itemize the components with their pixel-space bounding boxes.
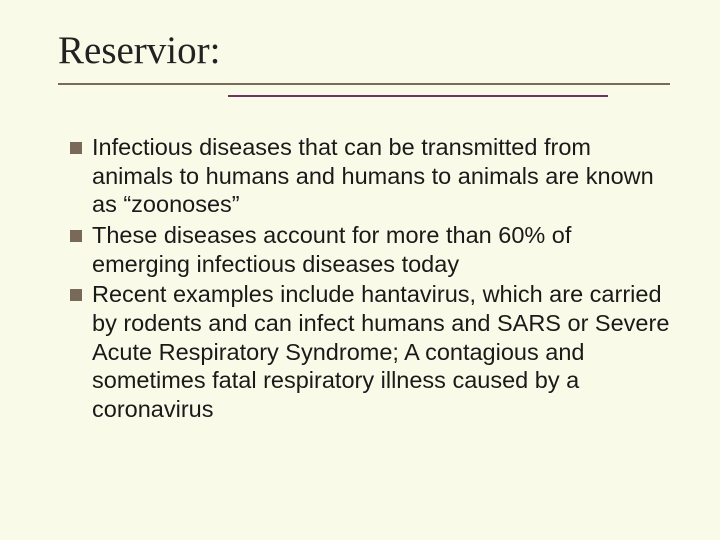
accent-line xyxy=(228,95,608,97)
content-area: Infectious diseases that can be transmit… xyxy=(58,133,670,424)
item-text: These diseases account for more than 60%… xyxy=(92,221,670,278)
square-bullet-icon xyxy=(70,142,82,154)
square-bullet-icon xyxy=(70,289,82,301)
item-text: Recent examples include hantavirus, whic… xyxy=(92,280,670,423)
slide: Reservior: Infectious diseases that can … xyxy=(0,0,720,540)
item-text: Infectious diseases that can be transmit… xyxy=(92,133,670,219)
list-item: These diseases account for more than 60%… xyxy=(70,221,670,278)
square-bullet-icon xyxy=(70,230,82,242)
list-item: Infectious diseases that can be transmit… xyxy=(70,133,670,219)
slide-title: Reservior: xyxy=(58,28,670,85)
list-item: Recent examples include hantavirus, whic… xyxy=(70,280,670,423)
